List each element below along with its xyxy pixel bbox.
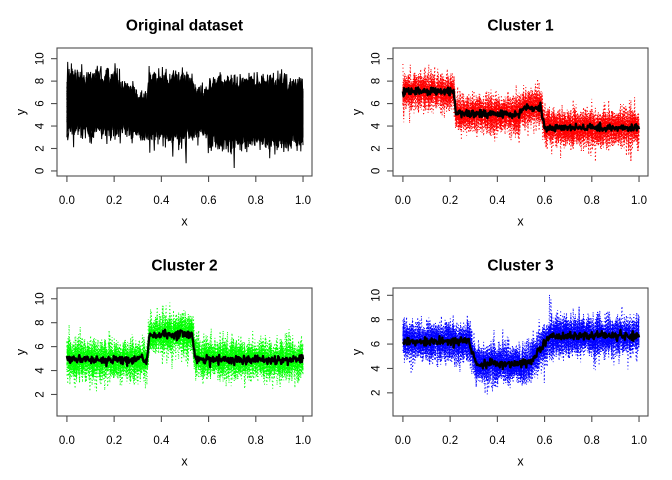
panel-title: Cluster 2 <box>151 258 217 275</box>
panel-title: Cluster 1 <box>487 18 554 35</box>
noisy-series-cluster1 <box>402 74 640 152</box>
noisy-series-cluster1 <box>402 64 640 151</box>
x-tick-label: 0.4 <box>489 435 506 447</box>
y-tick-label: 4 <box>371 122 383 129</box>
x-tick-label: 0.2 <box>442 195 458 207</box>
x-tick-label: 0.8 <box>248 195 264 207</box>
y-tick-label: 4 <box>35 122 47 129</box>
noisy-series-cluster1 <box>402 74 640 155</box>
y-axis-label: y <box>14 108 28 115</box>
noisy-series-cluster1 <box>402 73 640 152</box>
x-tick-label: 0.8 <box>584 195 600 207</box>
y-tick-label: 10 <box>371 52 383 65</box>
x-tick-label: 0.6 <box>537 195 553 207</box>
noisy-series-cluster1 <box>402 68 640 151</box>
panel-cluster-3: 0.0 0.2 0.4 0.6 0.8 1.0 2 4 6 8 10 Cluster 3 x y <box>336 240 672 480</box>
y-tick-label: 6 <box>371 100 383 106</box>
y-tick-label: 2 <box>35 391 47 397</box>
y-tick-label: 4 <box>35 367 47 374</box>
x-tick-label: 0.2 <box>106 435 122 447</box>
y-tick-label: 2 <box>371 390 383 396</box>
x-tick-label: 0.6 <box>201 435 217 447</box>
y-tick-label: 10 <box>35 52 47 65</box>
series-lines <box>66 61 304 169</box>
y-tick-label: 6 <box>371 341 383 347</box>
mean-line <box>401 328 641 371</box>
x-tick-label: 0.4 <box>489 195 506 207</box>
y-tick-label: 0 <box>35 168 47 174</box>
y-tick-label: 0 <box>371 168 383 174</box>
x-tick-label: 0.0 <box>59 195 75 207</box>
plot-svg-cluster-3: 0.0 0.2 0.4 0.6 0.8 1.0 2 4 6 8 10 Cluster 3 x y <box>350 258 649 469</box>
x-tick-label: 1.0 <box>295 195 311 207</box>
y-axis-label: y <box>350 348 364 355</box>
plot-svg-cluster-1: 0.0 0.2 0.4 0.6 0.8 1.0 0 2 4 6 8 10 Cluster 1 x y <box>350 18 649 229</box>
x-tick-label: 0.2 <box>442 435 458 447</box>
x-axis-label: x <box>181 215 188 229</box>
panel-title: Cluster 3 <box>487 258 554 275</box>
panel-cluster-1: 0.0 0.2 0.4 0.6 0.8 1.0 0 2 4 6 8 10 Cluster 1 x y <box>336 0 672 240</box>
noisy-series-cluster2 <box>66 310 304 389</box>
y-tick-label: 10 <box>35 292 47 305</box>
x-tick-label: 0.6 <box>201 195 217 207</box>
plot-frame <box>56 47 313 177</box>
noisy-series-cluster3 <box>66 73 304 149</box>
y-tick-label: 8 <box>371 316 383 322</box>
x-tick-label: 0.2 <box>106 195 122 207</box>
y-tick-label: 2 <box>371 145 383 151</box>
x-axis-label: x <box>517 455 524 469</box>
y-tick-label: 6 <box>35 100 47 106</box>
y-tick-label: 4 <box>371 365 383 372</box>
y-tick-label: 2 <box>35 145 47 151</box>
x-tick-label: 0.0 <box>395 435 411 447</box>
x-tick-label: 1.0 <box>295 435 311 447</box>
x-tick-label: 0.4 <box>153 435 170 447</box>
x-tick-label: 1.0 <box>631 435 647 447</box>
noisy-series-cluster1 <box>402 63 640 155</box>
noisy-series-cluster2 <box>66 319 304 388</box>
plot-frame <box>392 47 649 177</box>
x-tick-label: 0.8 <box>248 435 264 447</box>
x-axis-label: x <box>181 455 188 469</box>
x-axis-label: x <box>517 215 524 229</box>
x-tick-label: 0.4 <box>153 195 170 207</box>
y-tick-label: 8 <box>35 319 47 325</box>
series-lines <box>66 302 304 392</box>
noisy-series-cluster3 <box>402 299 640 389</box>
y-tick-label: 10 <box>371 289 383 302</box>
x-tick-label: 0.8 <box>584 435 600 447</box>
noisy-series-cluster2 <box>66 313 304 387</box>
x-tick-label: 0.0 <box>395 195 411 207</box>
mean-line <box>401 86 641 133</box>
panel-original-dataset: 0.0 0.2 0.4 0.6 0.8 1.0 0 2 4 6 8 10 Original datase… <box>0 0 336 240</box>
x-tick-label: 0.6 <box>537 435 553 447</box>
panel-title: Original dataset <box>126 18 243 35</box>
y-axis-label: y <box>350 108 364 115</box>
plot-svg-cluster-2: 0.0 0.2 0.4 0.6 0.8 1.0 2 4 6 8 10 Cluster 2 x y <box>14 258 313 469</box>
noisy-series-cluster1 <box>402 69 640 150</box>
x-tick-label: 0.0 <box>59 435 75 447</box>
panel-cluster-2: 0.0 0.2 0.4 0.6 0.8 1.0 2 4 6 8 10 Cluster 2 x y <box>0 240 336 480</box>
plot-frame <box>392 287 649 417</box>
y-axis-label: y <box>14 348 28 355</box>
plot-svg-original-dataset: 0.0 0.2 0.4 0.6 0.8 1.0 0 2 4 6 8 10 Original datase… <box>14 18 313 229</box>
y-tick-label: 8 <box>35 78 47 84</box>
noisy-series-cluster2 <box>66 318 304 388</box>
x-tick-label: 1.0 <box>631 195 647 207</box>
plot-frame <box>56 287 313 417</box>
mean-line <box>65 328 305 369</box>
y-tick-label: 8 <box>371 78 383 84</box>
y-tick-label: 6 <box>35 343 47 349</box>
